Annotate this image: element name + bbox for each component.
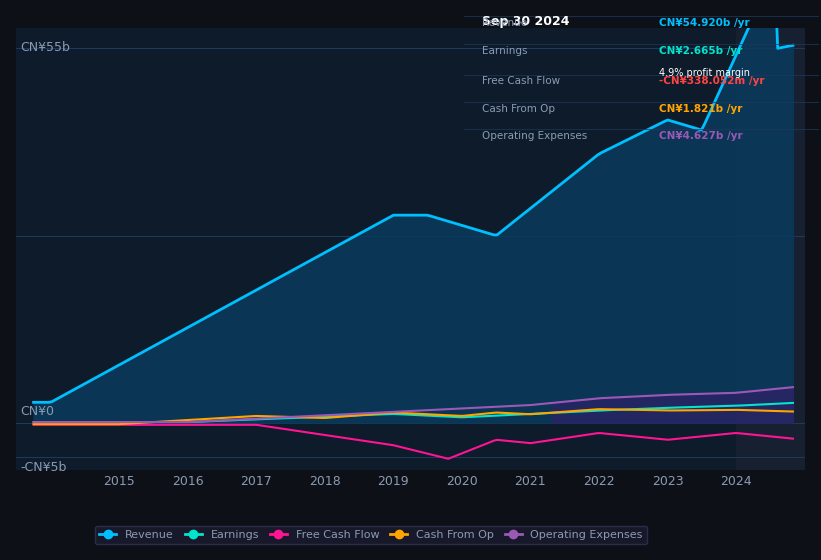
Text: CN¥0: CN¥0 <box>21 405 54 418</box>
Text: Sep 30 2024: Sep 30 2024 <box>482 15 569 28</box>
Text: 4.9% profit margin: 4.9% profit margin <box>659 68 750 78</box>
Text: Operating Expenses: Operating Expenses <box>482 131 587 141</box>
Text: -CN¥338.052m /yr: -CN¥338.052m /yr <box>659 76 764 86</box>
Text: Free Cash Flow: Free Cash Flow <box>482 76 560 86</box>
Text: CN¥54.920b /yr: CN¥54.920b /yr <box>659 18 750 29</box>
Text: CN¥4.627b /yr: CN¥4.627b /yr <box>659 131 742 141</box>
Text: Earnings: Earnings <box>482 45 527 55</box>
Text: Revenue: Revenue <box>482 18 527 29</box>
Text: Cash From Op: Cash From Op <box>482 104 555 114</box>
Text: -CN¥5b: -CN¥5b <box>21 461 67 474</box>
Text: CN¥2.665b /yr: CN¥2.665b /yr <box>659 45 742 55</box>
Text: CN¥1.821b /yr: CN¥1.821b /yr <box>659 104 742 114</box>
Legend: Revenue, Earnings, Free Cash Flow, Cash From Op, Operating Expenses: Revenue, Earnings, Free Cash Flow, Cash … <box>95 526 647 544</box>
Text: CN¥55b: CN¥55b <box>21 41 71 54</box>
Bar <box>736 28 805 470</box>
